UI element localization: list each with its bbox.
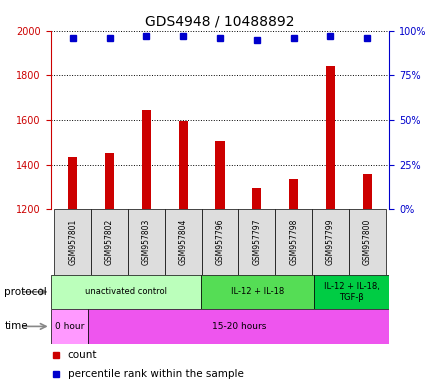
Bar: [202, 209, 238, 275]
Bar: [128, 209, 165, 275]
Bar: [88, 309, 389, 344]
Text: 15-20 hours: 15-20 hours: [212, 322, 266, 331]
Text: time: time: [4, 321, 28, 331]
Text: GSM957803: GSM957803: [142, 219, 151, 265]
Text: IL-12 + IL-18,
TGF-β: IL-12 + IL-18, TGF-β: [324, 282, 380, 301]
Text: GSM957796: GSM957796: [216, 218, 224, 265]
Text: GSM957799: GSM957799: [326, 218, 335, 265]
Text: GSM957797: GSM957797: [252, 218, 261, 265]
Text: GSM957798: GSM957798: [289, 219, 298, 265]
Bar: [51, 275, 201, 309]
Bar: [179, 121, 188, 384]
Bar: [289, 179, 298, 384]
Bar: [312, 209, 349, 275]
Bar: [142, 110, 151, 384]
Bar: [91, 209, 128, 275]
Text: GSM957801: GSM957801: [68, 219, 77, 265]
Text: unactivated control: unactivated control: [85, 287, 167, 296]
Text: protocol: protocol: [4, 287, 47, 297]
Text: GSM957800: GSM957800: [363, 219, 372, 265]
Bar: [54, 209, 91, 275]
Bar: [326, 66, 335, 384]
Text: IL-12 + IL-18: IL-12 + IL-18: [231, 287, 284, 296]
Bar: [105, 154, 114, 384]
Bar: [275, 209, 312, 275]
Bar: [238, 209, 275, 275]
Text: percentile rank within the sample: percentile rank within the sample: [68, 369, 243, 379]
Bar: [363, 174, 372, 384]
Text: count: count: [68, 350, 97, 360]
Text: GSM957804: GSM957804: [179, 219, 188, 265]
Bar: [165, 209, 202, 275]
Bar: [349, 209, 386, 275]
Text: 0 hour: 0 hour: [55, 322, 84, 331]
Bar: [51, 309, 88, 344]
Bar: [68, 157, 77, 384]
Bar: [252, 188, 261, 384]
Bar: [314, 275, 389, 309]
Bar: [201, 275, 314, 309]
Title: GDS4948 / 10488892: GDS4948 / 10488892: [145, 14, 295, 28]
Bar: [216, 141, 224, 384]
Text: GSM957802: GSM957802: [105, 219, 114, 265]
